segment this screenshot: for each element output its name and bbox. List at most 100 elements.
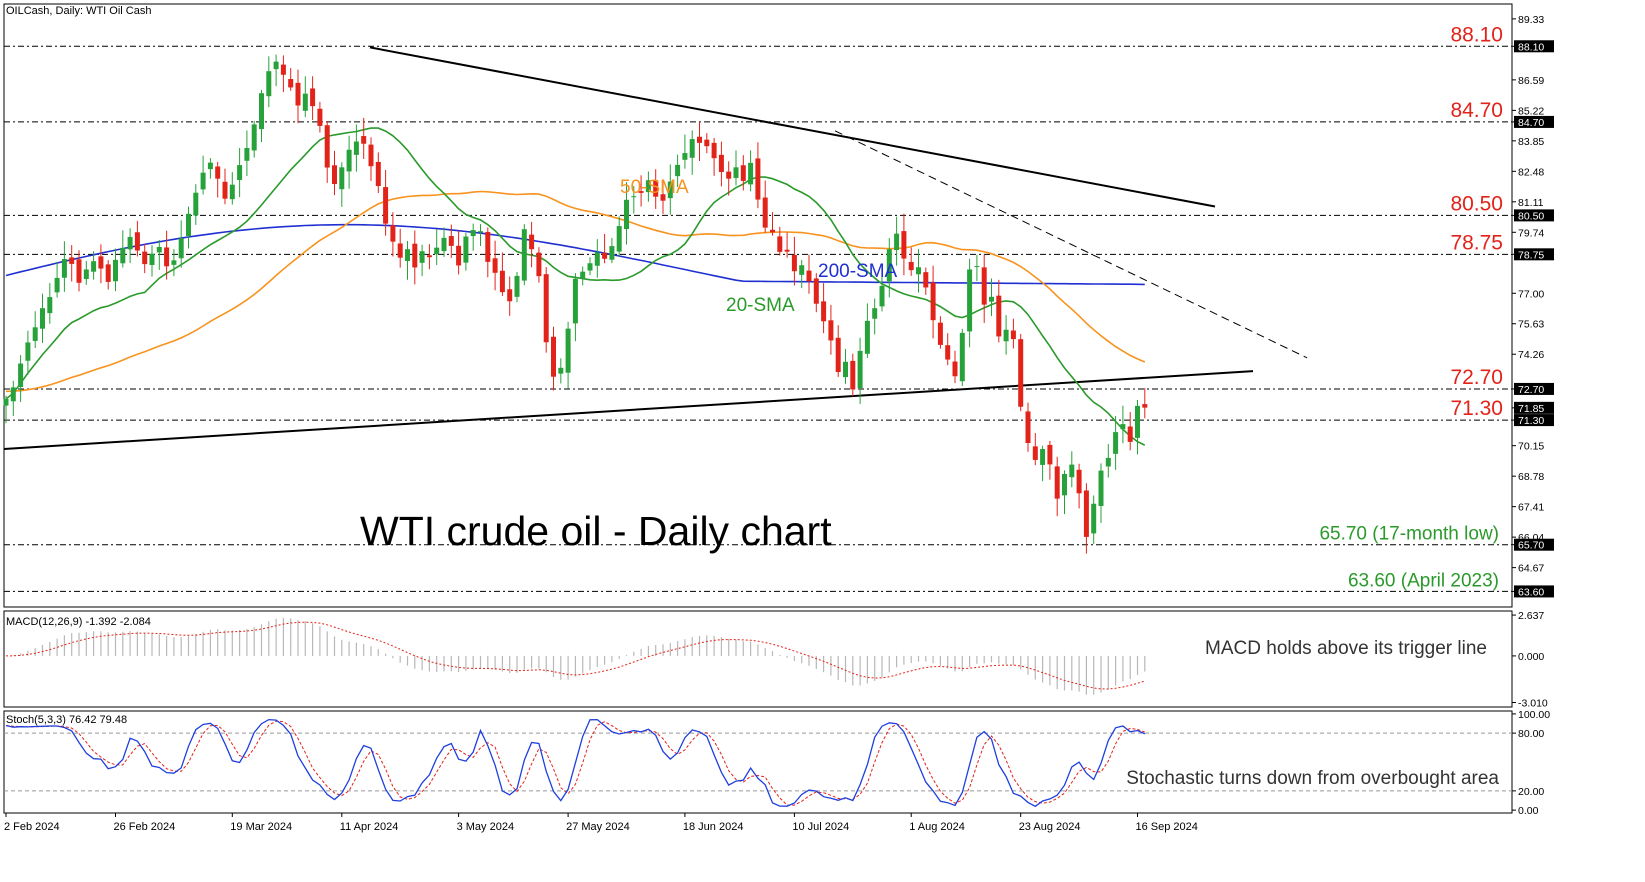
- macd-label: MACD(12,26,9) -1.392 -2.084: [6, 616, 151, 628]
- candle-body: [799, 265, 805, 275]
- y-tick-label: 72.70: [1518, 384, 1544, 396]
- candle-body: [266, 71, 272, 97]
- candle-body: [587, 263, 593, 271]
- stoch-tick-label: 80.00: [1518, 728, 1544, 740]
- candle-body: [456, 245, 462, 266]
- y-tick-highlight: [1514, 538, 1554, 551]
- candle-body: [784, 249, 790, 252]
- candle-body: [10, 387, 16, 402]
- y-tick-label: 67.41: [1518, 502, 1544, 514]
- candle-body: [813, 278, 819, 304]
- candle-body: [616, 226, 622, 252]
- sma200-label: 200-SMA: [818, 261, 898, 282]
- candle-body: [91, 261, 97, 272]
- panel-frames: [3, 3, 1513, 814]
- candle-body: [105, 264, 111, 282]
- macd-panel: [5, 617, 1146, 695]
- candle-body: [1091, 503, 1097, 534]
- y-tick-label: 75.63: [1518, 319, 1544, 331]
- labels: OILCash, Daily: WTI Oil Cash WTI crude o…: [6, 5, 1499, 789]
- candle-body: [1105, 457, 1111, 467]
- candle-body: [974, 266, 980, 268]
- candle-body: [215, 166, 221, 179]
- candle-body: [25, 342, 31, 361]
- candle-body: [1062, 473, 1067, 496]
- candlesticks: [3, 54, 1148, 554]
- candle-body: [594, 252, 600, 266]
- candle-body: [207, 162, 213, 170]
- candle-body: [134, 232, 140, 251]
- stoch-tick-label: 100.00: [1518, 709, 1550, 721]
- panel-frame-0: [3, 3, 1513, 608]
- candle-body: [470, 230, 476, 237]
- candle-body: [609, 246, 615, 260]
- candle-body: [901, 231, 907, 259]
- candle-body: [164, 247, 170, 267]
- candle-body: [499, 270, 505, 293]
- candle-body: [485, 231, 491, 262]
- y-tick-label: 71.30: [1518, 415, 1544, 427]
- candle-body: [273, 61, 279, 70]
- candle-body: [149, 253, 155, 265]
- macd-tick-label: 0.000: [1518, 651, 1544, 663]
- candle-body: [755, 158, 761, 200]
- candle-body: [879, 285, 885, 307]
- candle-body: [463, 236, 469, 263]
- candle-body: [529, 234, 535, 250]
- candle-body: [229, 184, 235, 200]
- candle-body: [280, 64, 286, 75]
- candle-body: [645, 180, 651, 193]
- candle-body: [47, 297, 53, 314]
- candle-body: [405, 249, 410, 262]
- macd-tick-label: -3.010: [1518, 698, 1548, 710]
- candle-body: [375, 161, 381, 187]
- candle-body: [1098, 470, 1104, 506]
- candle-body: [791, 254, 797, 272]
- candle-body: [864, 320, 870, 354]
- y-tick-label: 84.70: [1518, 117, 1544, 129]
- macd-tick-label: 2.637: [1518, 610, 1544, 622]
- candle-body: [441, 237, 447, 252]
- sma50-label: 50-SMA: [620, 177, 689, 198]
- candle-body: [419, 251, 425, 263]
- candle-body: [631, 196, 637, 198]
- candle-body: [113, 259, 118, 282]
- candle-body: [383, 187, 389, 224]
- symbol-label: OILCash, Daily: WTI Oil Cash: [6, 5, 151, 17]
- candle-body: [1010, 330, 1016, 340]
- candle-body: [835, 337, 841, 373]
- candle-body: [142, 251, 148, 265]
- candle-body: [156, 246, 162, 253]
- y-tick-label: 85.22: [1518, 105, 1544, 117]
- x-tick-label: 2 Feb 2024: [4, 821, 60, 833]
- candle-body: [317, 108, 323, 126]
- candle-body: [507, 289, 513, 302]
- stoch-label: Stoch(5,3,3) 76.42 79.48: [6, 714, 127, 726]
- y-tick-label: 71.85: [1518, 403, 1544, 415]
- candle-body: [718, 154, 724, 172]
- candle-body: [514, 275, 520, 297]
- candle-body: [18, 363, 24, 388]
- macd-note: MACD holds above its trigger line: [1205, 638, 1487, 659]
- y-tick-label: 82.48: [1518, 166, 1544, 178]
- stoch-tick-label: 20.00: [1518, 786, 1544, 798]
- candle-body: [843, 361, 848, 378]
- y-tick-label: 81.11: [1518, 197, 1544, 209]
- candle-body: [186, 213, 191, 236]
- candle-body: [886, 249, 892, 282]
- candle-body: [178, 238, 184, 259]
- candle-body: [740, 165, 746, 181]
- candle-body: [397, 243, 403, 258]
- stoch-tick-label: 0.00: [1518, 805, 1539, 817]
- candle-body: [54, 277, 60, 293]
- x-tick-label: 3 May 2024: [457, 821, 514, 833]
- candle-body: [1083, 490, 1089, 537]
- candle-body: [989, 296, 994, 302]
- candle-body: [821, 301, 827, 322]
- candle-body: [200, 172, 206, 190]
- candle-body: [76, 259, 82, 283]
- y-tick-highlight: [1514, 40, 1554, 53]
- candle-body: [653, 180, 659, 197]
